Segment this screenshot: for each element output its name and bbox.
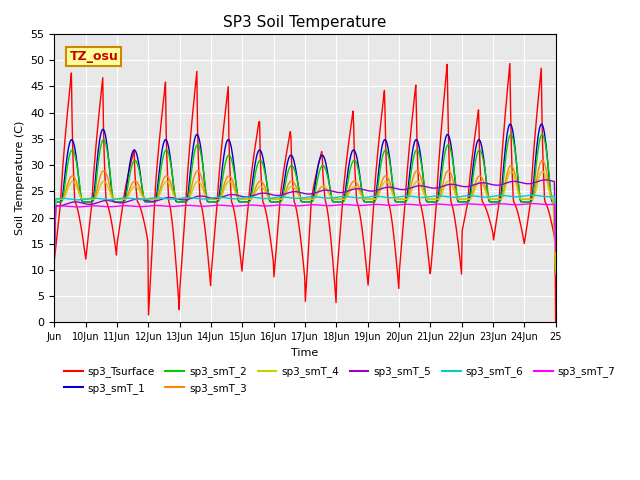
sp3_smT_1 bbox=[356, 176, 364, 182]
sp3_smT_5 bbox=[552, 235, 559, 241]
sp3_smT_5 bbox=[356, 186, 364, 192]
sp3_smT_1 bbox=[552, 271, 559, 277]
sp3_Tsurface bbox=[202, 229, 209, 235]
sp3_smT_7 bbox=[227, 203, 234, 209]
sp3_smT_6 bbox=[109, 196, 117, 202]
sp3_smT_2 bbox=[109, 196, 117, 202]
sp3_smT_6 bbox=[528, 192, 536, 198]
sp3_smT_2 bbox=[538, 132, 546, 137]
sp3_smT_3 bbox=[356, 188, 364, 193]
sp3_Tsurface bbox=[245, 192, 253, 197]
sp3_smT_6 bbox=[51, 246, 58, 252]
Title: SP3 Soil Temperature: SP3 Soil Temperature bbox=[223, 15, 387, 30]
Line: sp3_Tsurface: sp3_Tsurface bbox=[54, 63, 556, 323]
sp3_smT_2 bbox=[202, 184, 209, 190]
sp3_smT_1 bbox=[202, 187, 209, 193]
X-axis label: Time: Time bbox=[291, 348, 319, 358]
sp3_smT_6 bbox=[356, 195, 364, 201]
sp3_smT_2 bbox=[245, 199, 253, 204]
sp3_Tsurface bbox=[506, 60, 514, 66]
sp3_smT_1 bbox=[385, 147, 392, 153]
sp3_smT_5 bbox=[109, 199, 117, 204]
Text: TZ_osu: TZ_osu bbox=[69, 50, 118, 63]
sp3_smT_4 bbox=[109, 196, 117, 202]
sp3_smT_4 bbox=[385, 180, 392, 186]
sp3_smT_7 bbox=[385, 203, 392, 208]
sp3_smT_7 bbox=[202, 204, 209, 209]
sp3_Tsurface bbox=[109, 229, 117, 235]
sp3_smT_5 bbox=[541, 177, 549, 183]
sp3_smT_7 bbox=[356, 203, 364, 208]
sp3_smT_7 bbox=[51, 250, 58, 256]
Y-axis label: Soil Temperature (C): Soil Temperature (C) bbox=[15, 121, 25, 235]
Legend: sp3_Tsurface, sp3_smT_1, sp3_smT_2, sp3_smT_3, sp3_smT_4, sp3_smT_5, sp3_smT_6, : sp3_Tsurface, sp3_smT_1, sp3_smT_2, sp3_… bbox=[60, 362, 620, 397]
Line: sp3_smT_7: sp3_smT_7 bbox=[54, 204, 556, 253]
sp3_smT_7 bbox=[245, 202, 253, 208]
sp3_Tsurface bbox=[227, 174, 234, 180]
sp3_smT_5 bbox=[227, 192, 234, 198]
sp3_smT_4 bbox=[552, 267, 559, 273]
sp3_smT_2 bbox=[227, 154, 234, 159]
sp3_smT_5 bbox=[202, 194, 209, 200]
Line: sp3_smT_4: sp3_smT_4 bbox=[54, 171, 556, 270]
sp3_smT_2 bbox=[356, 177, 364, 182]
Line: sp3_smT_6: sp3_smT_6 bbox=[54, 195, 556, 249]
sp3_Tsurface bbox=[356, 213, 364, 219]
sp3_Tsurface bbox=[51, 257, 58, 263]
sp3_smT_3 bbox=[227, 174, 234, 180]
Line: sp3_smT_1: sp3_smT_1 bbox=[54, 124, 556, 274]
sp3_smT_2 bbox=[552, 271, 559, 277]
sp3_smT_2 bbox=[51, 247, 58, 253]
sp3_smT_5 bbox=[51, 250, 58, 255]
sp3_smT_4 bbox=[508, 168, 515, 174]
sp3_smT_3 bbox=[245, 196, 253, 202]
sp3_smT_7 bbox=[109, 204, 117, 209]
Line: sp3_smT_5: sp3_smT_5 bbox=[54, 180, 556, 252]
sp3_smT_4 bbox=[51, 249, 58, 255]
sp3_Tsurface bbox=[385, 199, 392, 205]
sp3_smT_4 bbox=[202, 193, 209, 199]
sp3_smT_1 bbox=[538, 121, 545, 127]
sp3_smT_5 bbox=[245, 194, 253, 200]
sp3_smT_3 bbox=[552, 270, 559, 276]
sp3_Tsurface bbox=[552, 320, 559, 325]
sp3_smT_2 bbox=[385, 153, 392, 158]
sp3_smT_6 bbox=[245, 194, 253, 200]
sp3_smT_4 bbox=[227, 179, 234, 185]
sp3_smT_3 bbox=[109, 196, 117, 202]
sp3_smT_3 bbox=[202, 191, 209, 197]
sp3_smT_6 bbox=[202, 196, 209, 202]
sp3_smT_6 bbox=[385, 195, 392, 201]
sp3_smT_7 bbox=[528, 201, 536, 206]
sp3_smT_5 bbox=[385, 184, 392, 190]
sp3_smT_3 bbox=[385, 176, 392, 181]
sp3_smT_3 bbox=[51, 246, 58, 252]
Line: sp3_smT_3: sp3_smT_3 bbox=[54, 160, 556, 273]
Line: sp3_smT_2: sp3_smT_2 bbox=[54, 134, 556, 274]
sp3_smT_1 bbox=[51, 247, 58, 253]
sp3_smT_1 bbox=[109, 198, 117, 204]
sp3_smT_1 bbox=[245, 199, 253, 204]
sp3_smT_4 bbox=[245, 196, 253, 202]
sp3_smT_4 bbox=[356, 191, 364, 196]
sp3_smT_6 bbox=[552, 244, 559, 250]
sp3_smT_6 bbox=[227, 196, 234, 202]
sp3_smT_3 bbox=[539, 157, 547, 163]
sp3_smT_7 bbox=[552, 249, 559, 254]
sp3_smT_1 bbox=[227, 140, 234, 146]
